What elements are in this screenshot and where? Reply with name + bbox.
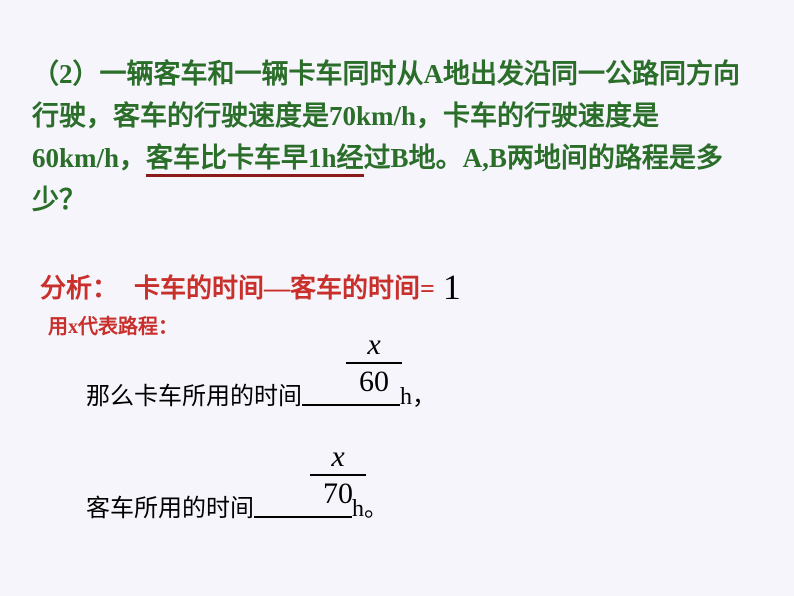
fraction-bar <box>310 474 366 476</box>
question-key-underlined: 客车比卡车早1h经 <box>146 143 364 177</box>
subnote-text: 用x代表路程： <box>48 310 178 339</box>
truck-prefix: 那么卡车所用的时间 <box>86 384 302 410</box>
fraction-truck-num: x <box>346 328 402 361</box>
truck-suffix: h， <box>400 384 436 410</box>
analysis-label: 分析： <box>40 274 118 303</box>
blank-underline <box>254 492 352 518</box>
analysis-line: 分析： 卡车的时间—客车的时间= 1 <box>40 264 461 306</box>
fraction-bar <box>346 362 402 364</box>
fraction-bus-num: x <box>310 440 366 473</box>
bus-prefix: 客车所用的时间 <box>86 496 254 522</box>
analysis-text: 卡车的时间—客车的时间= <box>134 274 435 303</box>
blank-underline <box>302 380 400 406</box>
bus-suffix: h。 <box>352 496 388 522</box>
truck-time-line: 那么卡车所用的时间 h， <box>86 376 436 411</box>
bus-time-line: 客车所用的时间 h。 <box>86 488 388 523</box>
analysis-value: 1 <box>443 267 461 307</box>
question-text: （2）一辆客车和一辆卡车同时从A地出发沿同一公路同方向行驶，客车的行驶速度是70… <box>32 54 762 221</box>
question-prefix: （2） <box>32 59 100 89</box>
